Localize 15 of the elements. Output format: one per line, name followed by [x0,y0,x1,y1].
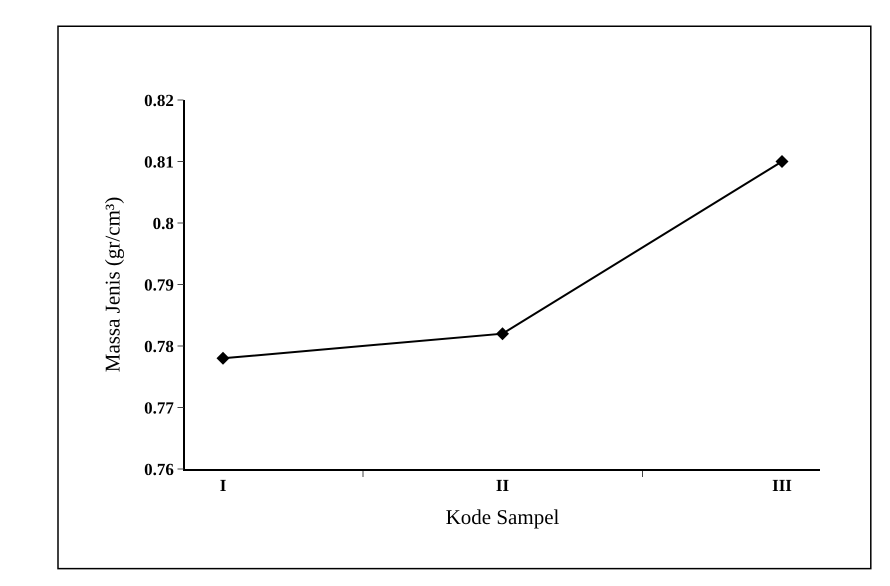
x-tick-label: III [772,476,792,496]
x-axis-title: Kode Sampel [446,504,560,529]
x-tick-label: I [220,476,227,496]
point [776,155,788,168]
y-tick-label: 0.79 [144,275,174,294]
y-tick-label: 0.82 [144,90,174,110]
y-tick-label: 0.8 [152,214,174,233]
point [496,327,509,340]
y-tick-label: 0.81 [144,152,174,172]
x-tick-label: II [496,476,510,496]
y-axis-title: Massa Jenis (gr/cm³) [100,196,125,372]
point [216,352,230,365]
y-tick-label: 0.78 [144,336,174,356]
y-tick-label: 0.77 [144,398,174,418]
y-tick-label: 0.76 [144,460,174,479]
